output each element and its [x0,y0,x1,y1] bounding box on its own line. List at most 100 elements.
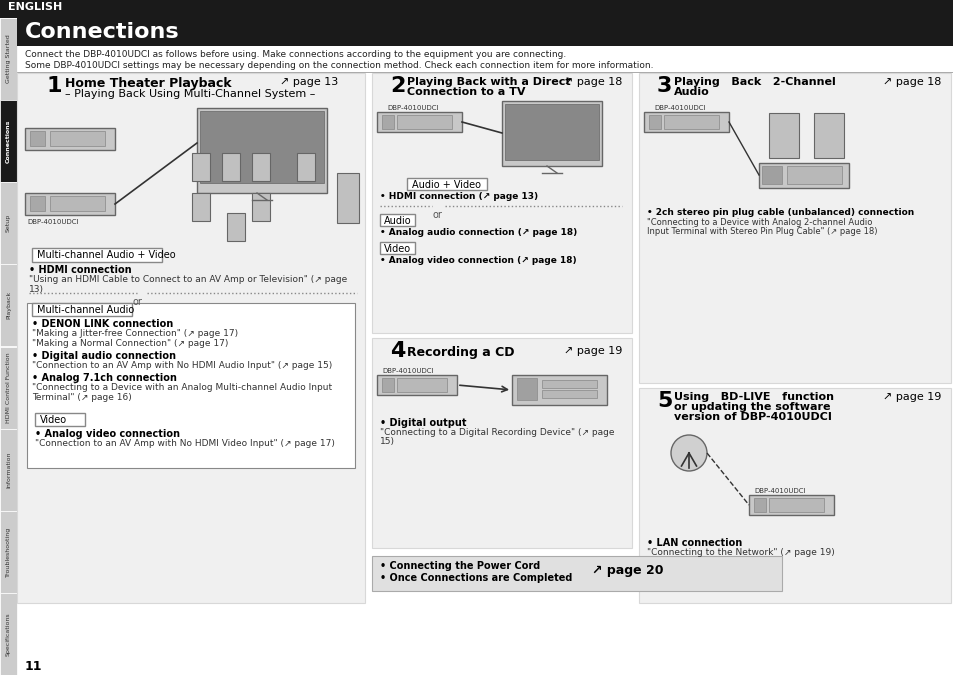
Text: "Making a Jitter-free Connection" (↗ page 17): "Making a Jitter-free Connection" (↗ pag… [32,329,238,338]
Bar [196,108,327,193]
Text: Information: Information [6,452,11,488]
Text: 2: 2 [390,76,405,96]
Bar [0,511,17,593]
Text: Playback: Playback [6,292,11,319]
Bar [0,18,17,100]
Bar [372,556,781,591]
Bar [376,112,461,132]
Bar [227,213,245,241]
Text: DBP-4010UDCI: DBP-4010UDCI [387,105,438,111]
Text: ↗ page 13: ↗ page 13 [280,77,338,87]
Text: • Connecting the Power Cord: • Connecting the Power Cord [379,561,539,571]
Text: • HDMI connection: • HDMI connection [29,265,132,275]
Text: ↗ page 20: ↗ page 20 [592,564,662,577]
Bar [639,73,950,383]
Bar [396,378,447,392]
Text: • Analog audio connection (↗ page 18): • Analog audio connection (↗ page 18) [379,228,577,237]
Text: Some DBP-4010UDCI settings may be necessary depending on the connection method. : Some DBP-4010UDCI settings may be necess… [25,61,653,70]
Bar [372,338,631,548]
Bar [252,153,270,181]
Bar [663,115,719,129]
Bar [25,193,115,215]
Text: Connect the DBP-4010UDCI as follows before using. Make connections according to : Connect the DBP-4010UDCI as follows befo… [25,50,566,59]
Text: "Connection to an AV Amp with No HDMI Audio Input" (↗ page 15): "Connection to an AV Amp with No HDMI Au… [32,361,332,370]
Bar [192,153,210,181]
Text: "Connection to an AV Amp with No HDMI Video Input" (↗ page 17): "Connection to an AV Amp with No HDMI Vi… [35,439,335,448]
Text: 1: 1 [47,76,63,96]
Text: "Connecting to a Device with Analog 2-channel Audio: "Connecting to a Device with Analog 2-ch… [646,218,871,227]
Circle shape [670,435,706,471]
Text: DBP-4010UDCI: DBP-4010UDCI [654,105,705,111]
Bar [512,375,606,405]
Bar [376,375,456,395]
Bar [504,104,598,160]
Bar [541,390,597,398]
Text: • Analog 7.1ch connection: • Analog 7.1ch connection [32,373,176,383]
Text: ↗ page 18: ↗ page 18 [882,77,941,87]
Text: • Once Connections are Completed: • Once Connections are Completed [379,573,572,583]
Text: • 2ch stereo pin plug cable (unbalanced) connection: • 2ch stereo pin plug cable (unbalanced)… [646,208,913,217]
Bar [768,113,799,158]
Bar [648,115,660,129]
Bar [50,131,105,146]
Text: ENGLISH: ENGLISH [8,2,62,12]
Text: • Analog video connection (↗ page 18): • Analog video connection (↗ page 18) [379,256,576,265]
Text: Home Theater Playback: Home Theater Playback [65,77,232,90]
Text: or updating the software: or updating the software [673,402,830,412]
Text: HDMI Control Function: HDMI Control Function [6,352,11,423]
Text: ↗ page 18: ↗ page 18 [563,77,621,87]
Text: Playing   Back   2-Channel: Playing Back 2-Channel [673,77,835,87]
Text: • LAN connection: • LAN connection [646,538,741,548]
Bar [768,498,823,512]
Bar [501,101,601,166]
Text: DBP-4010UDCI: DBP-4010UDCI [27,219,78,225]
Text: "Connecting to a Device with an Analog Multi-channel Audio Input
Terminal" (↗ pa: "Connecting to a Device with an Analog M… [32,383,332,402]
Text: Connection to a TV: Connection to a TV [407,87,525,97]
Bar [786,166,841,184]
Bar [222,153,240,181]
Bar [381,115,394,129]
Text: Using   BD-LIVE   function: Using BD-LIVE function [673,392,833,402]
Bar [0,593,17,675]
Bar [25,128,115,150]
Text: • HDMI connection (↗ page 13): • HDMI connection (↗ page 13) [379,192,537,201]
Text: Video: Video [40,415,67,425]
Bar [396,115,452,129]
Text: Audio: Audio [384,216,411,226]
Bar [35,413,85,426]
Bar [761,166,781,184]
Text: • Analog video connection: • Analog video connection [35,429,180,439]
Text: Multi-channel Audio: Multi-channel Audio [37,305,134,315]
Text: 5: 5 [657,391,672,411]
Text: Audio: Audio [673,87,709,97]
Bar [753,498,765,512]
Bar [381,378,394,392]
Text: "Making a Normal Connection" (↗ page 17): "Making a Normal Connection" (↗ page 17) [32,339,228,348]
Bar [200,111,324,183]
Text: version of DBP-4010UDCI: version of DBP-4010UDCI [673,412,831,422]
Bar [32,303,132,316]
Text: ↗ page 19: ↗ page 19 [882,392,941,402]
Bar [0,0,953,18]
Text: or: or [132,297,142,307]
Text: Specifications: Specifications [6,612,11,655]
Bar [379,242,415,254]
Text: Video: Video [384,244,411,254]
Text: "Connecting to a Digital Recording Device" (↗ page: "Connecting to a Digital Recording Devic… [379,428,614,437]
Text: • Digital output: • Digital output [379,418,466,428]
Text: Recording a CD: Recording a CD [407,346,514,359]
Bar [748,495,833,515]
Text: Connections: Connections [6,119,11,163]
Bar [0,346,17,429]
Text: Troubleshooting: Troubleshooting [6,526,11,577]
Bar [759,163,848,188]
Bar [30,131,45,146]
Bar [0,265,17,346]
Bar [296,153,314,181]
Bar [252,193,270,221]
Bar [407,178,486,190]
Text: Playing Back with a Direct: Playing Back with a Direct [407,77,570,87]
Text: 4: 4 [390,341,405,361]
Text: 11: 11 [25,660,43,673]
Bar [0,100,17,182]
